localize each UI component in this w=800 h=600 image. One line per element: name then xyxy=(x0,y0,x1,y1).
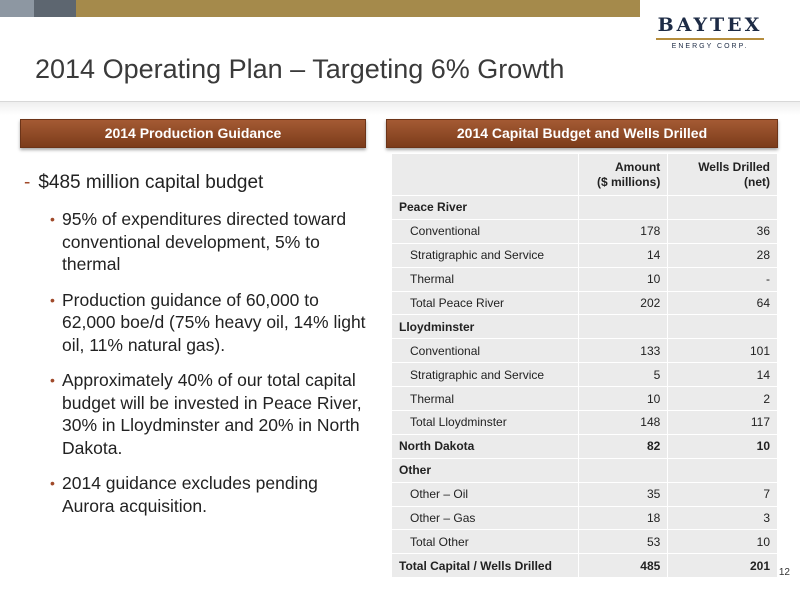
bullet-dot-icon: • xyxy=(50,372,55,388)
table-header-row: Amount ($ millions) Wells Drilled (net) xyxy=(390,153,778,196)
bullet-dot-icon: • xyxy=(50,291,55,308)
table-row: Thermal 10 2 xyxy=(390,386,778,412)
table-row: Thermal 10- xyxy=(390,266,778,292)
capital-budget-table: Amount ($ millions) Wells Drilled (net) Pe… xyxy=(390,153,778,579)
sub-bullet-text: Approximately 40% of our total capital b… xyxy=(62,370,362,458)
slide-title: 2014 Operating Plan – Targeting 6% Growt… xyxy=(35,54,565,84)
sub-bullet-text: Production guidance of 60,000 to 62,000 … xyxy=(62,289,366,355)
table-row: Conventional 133 101 xyxy=(390,338,778,364)
sub-bullet-list: • 95% of expenditures directed toward con… xyxy=(50,208,370,530)
wells-column-header: Wells Drilled (net) xyxy=(667,153,778,196)
logo-subtitle: ENERGY CORP. xyxy=(671,43,749,50)
table-row: Total Other 53 10 xyxy=(390,529,778,555)
table-row: Total Lloydminster 148 117 xyxy=(390,410,778,435)
table-row: Other – Gas 18 3 xyxy=(390,505,778,531)
sub-bullet-allocation: • Approximately 40% of our total capital … xyxy=(50,369,370,459)
logo-divider xyxy=(656,38,764,40)
table-header-blank xyxy=(390,153,580,196)
table-row: Stratigraphic and Service 14 28 xyxy=(390,242,778,268)
logo-name: BAYTEX xyxy=(657,14,763,36)
sub-bullet-production: • Production guidance of 60,000 to 62,000… xyxy=(50,289,370,357)
production-guidance-header: 2014 Production Guidance xyxy=(20,119,366,148)
table-row: North Dakota 82 10 xyxy=(390,433,778,459)
table-row: Other xyxy=(390,457,778,483)
table-row: Peace River xyxy=(390,195,778,220)
top-bar-segment-dark xyxy=(34,0,76,17)
sub-bullet-text: 95% of expenditures directed toward conv… xyxy=(62,209,347,274)
table-row: Total Peace River 202 64 xyxy=(390,290,778,316)
baytex-logo: BAYTEX ENERGY CORP. xyxy=(650,8,770,58)
table-row: Total Capital / Wells Drilled 485 201 xyxy=(390,553,778,579)
main-bullet: - $485 million capital budget xyxy=(24,172,263,194)
amount-column-header: Amount ($ millions) xyxy=(578,153,669,196)
dash-bullet-icon: - xyxy=(24,172,31,193)
table-row: Lloydminster xyxy=(390,314,778,340)
bullet-dot-icon: • xyxy=(50,475,55,491)
bullet-dot-icon: • xyxy=(50,211,55,227)
main-bullet-text: $485 million capital budget xyxy=(38,172,264,193)
top-color-bar xyxy=(0,0,640,17)
title-divider-line xyxy=(0,101,800,102)
sub-bullet-text: 2014 guidance excludes pending Aurora ac… xyxy=(62,473,318,516)
sub-bullet-expenditures: • 95% of expenditures directed toward con… xyxy=(50,208,370,276)
table-row: Stratigraphic and Service 5 14 xyxy=(390,362,778,388)
table-row: Conventional 178 36 xyxy=(390,218,778,244)
title-divider-band xyxy=(0,101,800,115)
sub-bullet-aurora: • 2014 guidance excludes pending Aurora a… xyxy=(50,472,370,517)
capital-budget-header: 2014 Capital Budget and Wells Drilled xyxy=(386,119,778,148)
page-number: 12 xyxy=(778,567,790,578)
top-bar-segment-gray xyxy=(0,0,34,17)
table-row: Other – Oil 35 7 xyxy=(390,481,778,507)
